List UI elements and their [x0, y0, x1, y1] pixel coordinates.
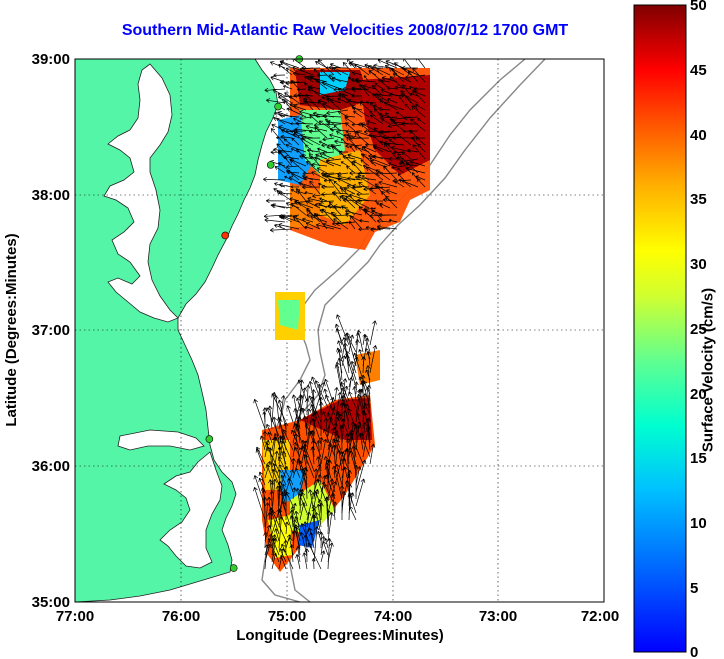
x-tick-label: 75:00 [268, 608, 306, 625]
colorbar-tick-label: 50 [690, 0, 707, 14]
colorbar [633, 4, 687, 653]
y-tick-label: 39:00 [32, 51, 70, 68]
radar-station-marker [274, 102, 282, 111]
x-axis-label: Longitude (Degrees:Minutes) [236, 627, 444, 644]
y-axis-label: Latitude (Degrees:Minutes) [3, 233, 20, 426]
colorbar-tick-label: 10 [690, 515, 707, 532]
y-tick-label: 38:00 [32, 187, 70, 204]
radar-station-marker [229, 564, 238, 572]
albemarle-sound [117, 429, 205, 451]
radar-station-marker [205, 435, 214, 443]
map-title: Southern Mid-Atlantic Raw Velocities 200… [121, 22, 569, 39]
colorbar-label: Surface Velocity (cm/s) [699, 287, 717, 453]
x-tick-label: 74:00 [374, 608, 412, 625]
colorbar-tick-label: 25 [690, 321, 707, 338]
pamlico-sound [159, 451, 223, 569]
radar-station-marker [221, 231, 230, 240]
plot-frame [74, 58, 605, 603]
colorbar-tick-label: 30 [690, 256, 707, 273]
y-tick-labels: 39:00 38:00 37:00 36:00 35:00 [32, 51, 70, 611]
colorbar-tick-labels: 50 45 40 35 30 25 20 15 10 5 0 [690, 0, 707, 659]
colorbar-tick-label: 20 [690, 386, 707, 403]
x-tick-label: 77:00 [56, 608, 94, 625]
chesapeake-bay [103, 63, 179, 323]
colorbar-tick-label: 40 [690, 127, 707, 144]
radar-station-marker [266, 161, 275, 169]
y-tick-label: 36:00 [32, 458, 70, 475]
velocity-arrows [253, 59, 426, 570]
colorbar-tick-label: 45 [690, 62, 707, 79]
colorbar-tick-label: 15 [690, 450, 707, 467]
radar-stations [205, 55, 304, 572]
x-tick-label: 72:00 [581, 608, 619, 625]
colorbar-tick-label: 0 [690, 644, 698, 659]
colorbar-tick-label: 5 [690, 580, 698, 597]
y-tick-label: 35:00 [32, 594, 70, 611]
colorbar-tick-label: 35 [690, 191, 707, 208]
x-tick-label: 76:00 [162, 608, 200, 625]
x-tick-labels: 77:00 76:00 75:00 74:00 73:00 72:00 [56, 608, 619, 625]
y-tick-label: 37:00 [32, 322, 70, 339]
x-tick-label: 73:00 [479, 608, 517, 625]
